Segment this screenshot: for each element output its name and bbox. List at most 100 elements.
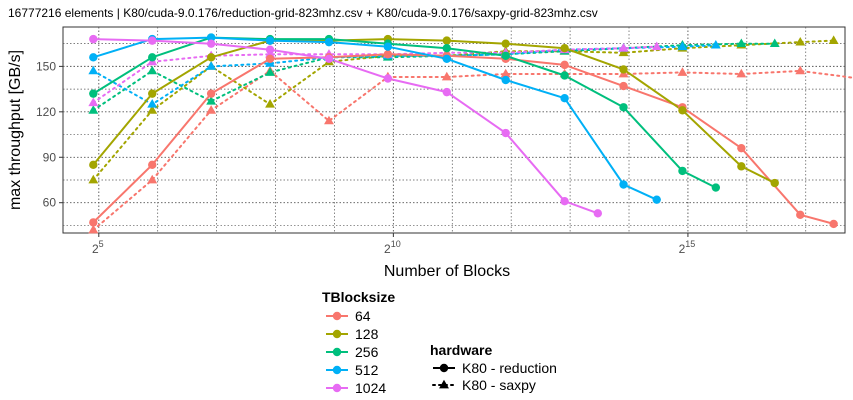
data-point — [651, 41, 662, 51]
data-point — [147, 105, 158, 114]
y-tick-label: 120 — [36, 105, 56, 119]
color-legend: TBlocksize 64 128 256 512 1024 — [322, 289, 395, 396]
legend-key-point — [332, 365, 342, 375]
data-point — [206, 39, 216, 48]
data-point — [147, 99, 158, 108]
y-tick-label: 60 — [43, 196, 57, 210]
data-point — [265, 54, 275, 64]
data-point — [795, 65, 806, 75]
data-point — [828, 35, 839, 45]
data-point — [324, 37, 334, 47]
series-points — [88, 33, 839, 234]
y-axis-title: max throughput [GB/s] — [7, 50, 24, 210]
series-line — [92, 69, 853, 231]
legend-label: 128 — [355, 326, 379, 342]
hardware-legend-title: hardware — [430, 342, 492, 358]
data-point — [88, 97, 99, 107]
color-legend-title: TBlocksize — [322, 289, 395, 305]
legend-key-point — [332, 311, 342, 321]
data-point — [206, 105, 217, 114]
legend-key-dotted — [432, 379, 456, 389]
legend-key-256 — [326, 347, 348, 357]
legend-key-64 — [326, 311, 348, 321]
data-point — [147, 174, 158, 184]
data-point — [737, 143, 746, 153]
data-point — [89, 218, 98, 227]
legend-label: 64 — [355, 308, 371, 324]
data-point — [88, 174, 99, 184]
data-point — [442, 36, 451, 45]
data-point — [88, 224, 99, 234]
legend-key-512 — [326, 365, 348, 375]
data-point — [711, 183, 721, 192]
data-point — [206, 53, 216, 62]
data-point — [652, 195, 661, 204]
series-line — [93, 38, 599, 215]
data-point — [442, 87, 451, 97]
data-point — [501, 128, 510, 138]
data-point — [89, 160, 98, 170]
x-tick-label: 210 — [384, 239, 401, 256]
data-point — [206, 33, 216, 42]
data-point — [618, 43, 629, 52]
data-point — [265, 67, 275, 76]
data-point — [148, 160, 157, 170]
data-point — [736, 68, 747, 78]
data-point — [88, 65, 99, 75]
x-axis-title: Number of Blocks — [384, 263, 510, 280]
legend-label: 256 — [355, 344, 379, 360]
data-point — [206, 89, 216, 98]
data-point — [89, 34, 98, 44]
data-point — [383, 50, 393, 59]
legend-key-point — [439, 379, 449, 389]
data-point — [148, 53, 157, 62]
data-point — [265, 36, 275, 45]
data-point — [736, 38, 747, 48]
y-tick-label: 90 — [43, 150, 57, 164]
data-point — [383, 74, 393, 83]
data-point — [501, 51, 510, 60]
data-point — [769, 38, 780, 48]
data-point — [89, 53, 98, 62]
data-point — [89, 89, 98, 98]
legend-key-point — [439, 363, 449, 373]
chart-title: 16777216 elements | K80/cuda-9.0.176/red… — [8, 6, 598, 20]
data-point — [324, 115, 334, 125]
series-line — [92, 36, 717, 189]
data-point — [265, 45, 275, 54]
data-point — [619, 180, 628, 189]
data-point — [500, 68, 511, 78]
data-point — [678, 166, 687, 176]
legend-key-solid — [433, 363, 455, 373]
legend-label: K80 - saxpy — [462, 377, 536, 393]
grid-lines — [63, 27, 845, 233]
data-point — [88, 105, 99, 114]
data-point — [501, 39, 510, 48]
data-point — [206, 96, 217, 105]
y-tick-label: 150 — [36, 59, 56, 73]
data-point — [560, 71, 569, 80]
legend-label: K80 - reduction — [462, 360, 557, 376]
data-point — [442, 54, 451, 64]
data-point — [383, 42, 393, 51]
data-point — [147, 65, 158, 75]
data-point — [710, 39, 721, 49]
data-point — [501, 75, 510, 85]
data-point — [677, 67, 688, 76]
data-point — [593, 209, 603, 218]
legend-key-point — [332, 383, 342, 393]
data-point — [619, 81, 628, 91]
series-line — [92, 53, 834, 225]
legend-key-128 — [326, 329, 348, 339]
data-point — [560, 44, 569, 53]
data-point — [737, 162, 746, 171]
data-point — [265, 99, 275, 108]
data-point — [206, 61, 217, 70]
data-point — [324, 54, 334, 64]
data-point — [441, 71, 452, 81]
data-point — [619, 65, 628, 74]
legend-key-point — [332, 347, 342, 357]
data-point — [148, 36, 157, 45]
data-point — [795, 36, 806, 46]
